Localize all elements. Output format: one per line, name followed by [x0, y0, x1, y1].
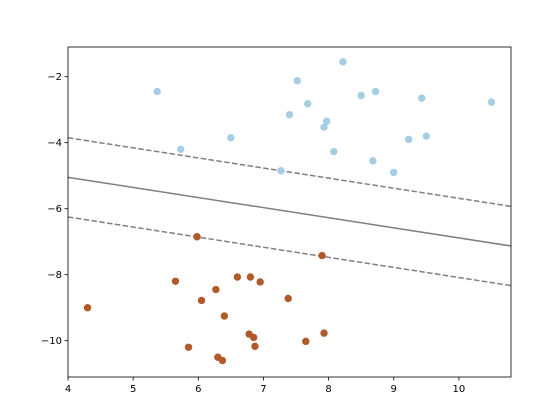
y-tick-label: −10 — [41, 336, 62, 347]
data-point-class-1 — [249, 333, 258, 342]
data-point-class-1 — [171, 277, 180, 285]
data-point-class-0 — [371, 87, 380, 96]
data-point-class-1 — [197, 296, 206, 305]
x-tick-label: 10 — [453, 384, 466, 395]
data-point-class-0 — [330, 147, 338, 156]
margin-line-1 — [67, 137, 512, 208]
scatter-points — [83, 58, 496, 365]
data-point-class-0 — [369, 157, 377, 165]
x-tick-label: 5 — [130, 384, 136, 395]
x-tick-label: 6 — [195, 384, 201, 395]
margin-line-2 — [67, 216, 512, 287]
data-point-class-1 — [83, 304, 92, 312]
data-point-class-1 — [246, 273, 255, 281]
data-point-class-0 — [422, 132, 431, 140]
y-tick-label: −4 — [47, 138, 62, 149]
x-tick-label: 4 — [65, 384, 71, 395]
x-tick-label: 8 — [325, 384, 331, 395]
data-point-class-0 — [285, 110, 294, 119]
data-point-class-1 — [251, 342, 259, 351]
y-tick-label: −6 — [47, 204, 62, 215]
x-tick-label: 9 — [391, 384, 397, 395]
data-point-class-0 — [405, 135, 413, 144]
y-tick-label: −2 — [47, 72, 62, 83]
data-point-class-1 — [218, 356, 227, 365]
decision-boundary-line — [67, 176, 512, 247]
data-point-class-1 — [220, 312, 229, 320]
data-point-class-1 — [302, 337, 310, 346]
axes-frame — [67, 46, 512, 378]
margin-lines — [67, 137, 512, 287]
data-point-class-0 — [322, 117, 331, 125]
x-axis-ticks: 4 5 6 7 8 9 10 — [65, 377, 465, 395]
data-point-class-1 — [256, 278, 264, 286]
data-point-class-0 — [177, 145, 185, 153]
data-point-class-0 — [304, 100, 312, 108]
data-point-class-0 — [418, 94, 426, 102]
data-point-class-1 — [284, 294, 292, 303]
data-point-class-0 — [390, 168, 398, 177]
y-tick-label: −8 — [47, 270, 62, 281]
data-point-class-1 — [212, 285, 220, 294]
x-tick-label: 7 — [260, 384, 266, 395]
data-point-class-0 — [320, 123, 328, 131]
data-point-class-1 — [184, 343, 193, 351]
data-point-class-0 — [487, 98, 496, 106]
data-point-class-1 — [193, 233, 201, 241]
data-point-class-1 — [318, 251, 326, 260]
y-axis-ticks: −10 −8 −6 −4 −2 — [41, 72, 68, 347]
data-point-class-0 — [339, 58, 347, 66]
data-point-class-0 — [357, 91, 365, 100]
data-point-class-1 — [320, 329, 328, 337]
data-point-class-0 — [153, 87, 161, 96]
data-point-class-0 — [227, 134, 235, 142]
data-point-class-0 — [293, 76, 302, 85]
data-point-class-1 — [233, 273, 242, 281]
data-point-class-0 — [277, 167, 285, 175]
